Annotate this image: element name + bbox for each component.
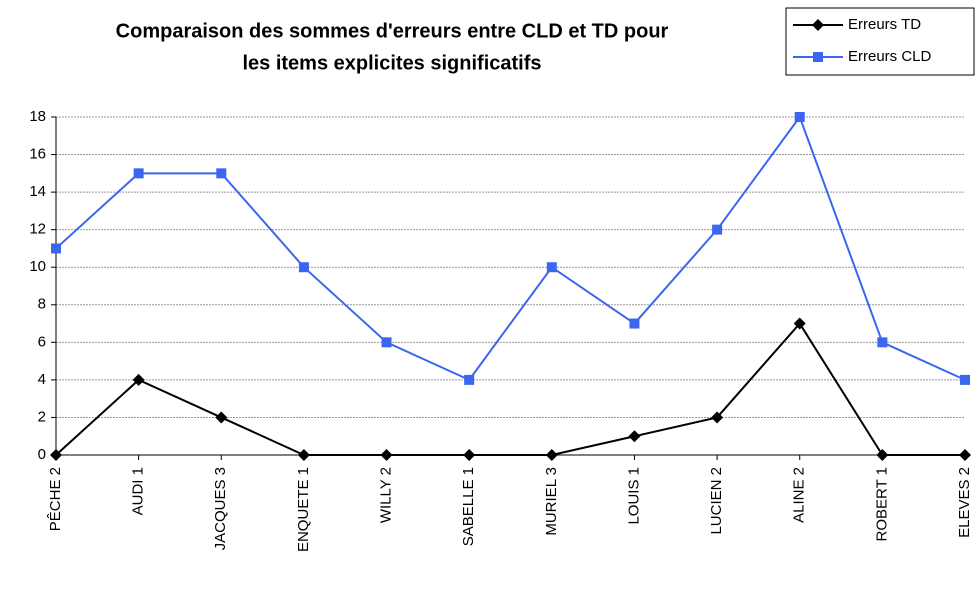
y-tick-label: 16 [29, 146, 46, 163]
legend-label: Erreurs CLD [848, 48, 932, 65]
x-tick-label: WILLY 2 [378, 467, 395, 523]
x-tick-label: JACQUES 3 [212, 467, 229, 550]
y-tick-label: 18 [29, 108, 46, 125]
legend-label: Erreurs TD [848, 16, 921, 33]
x-tick-label: AUDI 1 [130, 467, 147, 515]
marker [794, 112, 805, 122]
series-line [55, 321, 965, 456]
marker [132, 373, 145, 386]
x-tick-label: ENQUETE 1 [295, 467, 312, 552]
marker [381, 337, 392, 348]
y-tick-label: 10 [29, 258, 46, 275]
y-tick-label: 8 [38, 296, 46, 313]
marker [712, 224, 723, 235]
y-tick-label: 2 [38, 408, 46, 425]
y-tick-label: 4 [38, 371, 46, 388]
marker [297, 449, 310, 461]
y-tick-label: 6 [38, 333, 46, 350]
y-tick-label: 12 [29, 221, 46, 238]
marker [629, 318, 640, 329]
x-tick-label: ELEVES 2 [956, 467, 973, 538]
x-tick-label: MURIEL 3 [543, 467, 560, 536]
x-tick-label: PÊCHE 2 [47, 467, 64, 531]
marker [793, 317, 806, 330]
legend-marker [812, 19, 824, 31]
marker [628, 430, 641, 443]
chart-title: Comparaison des sommes d'erreurs entre C… [116, 20, 669, 42]
marker [215, 411, 228, 424]
marker [545, 449, 558, 461]
chart-title: les items explicites significatifs [242, 52, 541, 74]
series-line [55, 114, 966, 382]
marker [464, 374, 475, 385]
legend-box [785, 7, 975, 76]
x-tick-label: ROBERT 1 [873, 467, 890, 541]
marker [463, 449, 476, 461]
x-tick-label: ALINE 2 [791, 467, 808, 523]
marker [876, 449, 889, 461]
marker [50, 449, 62, 461]
y-tick-label: 0 [38, 446, 46, 463]
y-tick-label: 14 [29, 183, 46, 200]
marker [877, 337, 888, 348]
marker [298, 262, 309, 273]
marker [216, 168, 227, 179]
x-tick-label: LUCIEN 2 [708, 467, 725, 535]
x-tick-label: LOUIS 1 [625, 467, 642, 525]
marker [960, 374, 970, 385]
x-tick-label: SABELLE 1 [460, 467, 477, 546]
marker [133, 168, 144, 179]
marker [380, 449, 393, 461]
legend-marker [813, 52, 823, 62]
marker [959, 449, 971, 461]
marker [711, 411, 724, 424]
marker [546, 262, 557, 273]
marker [51, 243, 61, 254]
